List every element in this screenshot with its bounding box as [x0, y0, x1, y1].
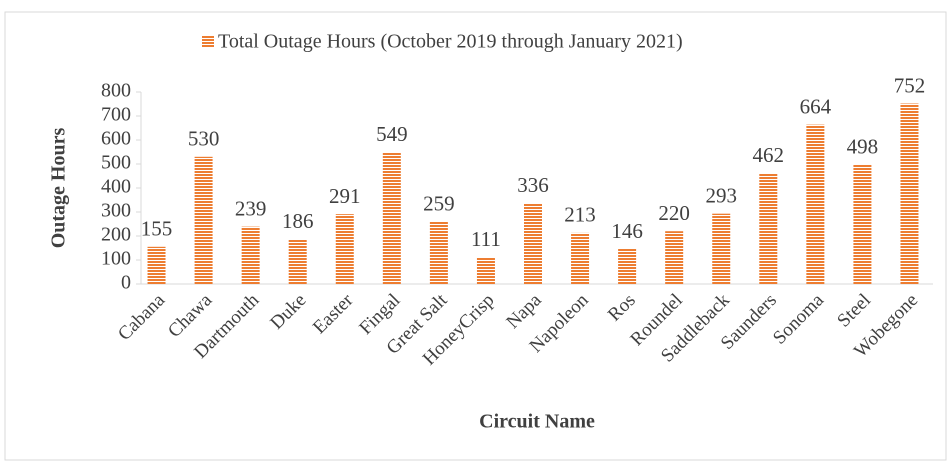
- data-label: 111: [471, 227, 501, 251]
- x-axis-title: Circuit Name: [479, 411, 595, 433]
- y-tick-label: 0: [121, 272, 131, 294]
- legend-swatch: [202, 36, 214, 48]
- data-label: 664: [800, 94, 832, 118]
- y-tick-label: 800: [101, 80, 131, 102]
- bar: [806, 124, 825, 284]
- bar: [759, 173, 778, 284]
- bar: [147, 246, 166, 284]
- data-label: 498: [847, 134, 879, 158]
- bar: [476, 257, 495, 284]
- bar: [194, 156, 213, 284]
- legend-label: Total Outage Hours (October 2019 through…: [218, 31, 683, 53]
- bar: [571, 232, 590, 284]
- y-tick-label: 300: [101, 200, 131, 222]
- data-label: 291: [329, 184, 361, 208]
- bar: [853, 164, 872, 284]
- bar: [618, 248, 637, 284]
- bar: [241, 226, 260, 284]
- bar: [524, 203, 542, 284]
- y-axis-title: Outage Hours: [48, 128, 70, 249]
- data-label: 186: [282, 209, 314, 233]
- y-tick-label: 100: [101, 248, 131, 270]
- y-tick-label: 500: [101, 152, 131, 174]
- data-label: 259: [423, 192, 455, 216]
- bar: [712, 213, 731, 284]
- data-label: 293: [705, 183, 737, 207]
- data-label: 155: [141, 217, 173, 241]
- bar: [335, 214, 354, 284]
- data-label: 752: [894, 73, 926, 97]
- data-label: 220: [658, 201, 690, 225]
- data-label: 213: [564, 203, 596, 227]
- y-tick-label: 700: [101, 104, 131, 126]
- bar: [288, 239, 307, 284]
- data-label: 146: [611, 219, 643, 243]
- y-tick-label: 400: [101, 176, 131, 198]
- data-label: 530: [188, 127, 220, 151]
- data-label: 462: [753, 143, 785, 167]
- y-tick-label: 600: [101, 128, 131, 150]
- bar: [382, 152, 401, 284]
- y-tick-label: 200: [101, 224, 131, 246]
- bar: [665, 231, 684, 284]
- bar: [900, 103, 919, 285]
- data-label: 336: [517, 173, 549, 197]
- data-label: 549: [376, 122, 408, 146]
- chart-border: [4, 11, 947, 461]
- bar: [429, 221, 448, 284]
- data-label: 239: [235, 196, 267, 220]
